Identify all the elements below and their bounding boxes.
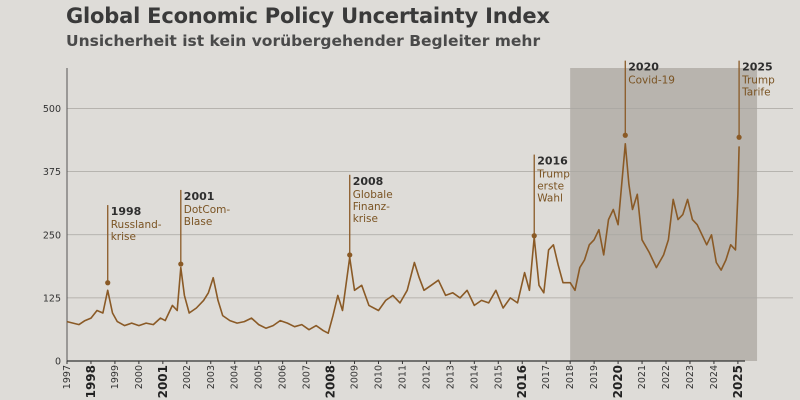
annotation-text-0-1: krise: [111, 231, 136, 243]
annotation-dot-5: [736, 134, 742, 140]
annotation-text-3-1: erste: [537, 181, 564, 193]
x-tick-label-2006: 2006: [278, 365, 289, 389]
x-tick-label-2014: 2014: [469, 365, 480, 389]
grid-layer: 0 125 250 375 500: [43, 104, 793, 368]
annotation-text-1-0: DotCom-: [184, 204, 231, 216]
annotation-year-0: 1998: [111, 205, 142, 218]
annotation-year-1: 2001: [184, 190, 215, 203]
x-tick-label-2015: 2015: [493, 365, 504, 389]
x-tick-label-2025: 2025: [731, 365, 745, 398]
annotation-text-3-2: Wahl: [537, 193, 563, 205]
annotation-text-1-1: Blase: [184, 216, 213, 228]
annotation-year-3: 2016: [537, 155, 568, 168]
annotation-dot-0: [105, 280, 111, 286]
x-tick-label-2010: 2010: [373, 365, 384, 389]
annotation-year-5: 2025: [742, 61, 773, 74]
x-tick-label-2001: 2001: [156, 365, 170, 398]
x-tick-label-2007: 2007: [302, 365, 313, 389]
x-tick-label-2004: 2004: [230, 365, 241, 389]
y-tick-label-375: 375: [43, 167, 61, 178]
x-tick-label-1997: 1997: [62, 365, 73, 389]
y-tick-label-125: 125: [43, 293, 61, 304]
x-tick-label-2020: 2020: [611, 365, 625, 398]
x-tick-label-1998: 1998: [84, 365, 98, 398]
shaded-region: [570, 68, 758, 361]
x-tick-label-2002: 2002: [182, 365, 193, 389]
x-tick-label-2013: 2013: [445, 365, 456, 389]
annotation-text-5-0: Trump: [741, 75, 775, 87]
chart-title: Global Economic Policy Uncertainty Index: [66, 4, 550, 28]
x-tick-label-2005: 2005: [254, 365, 265, 389]
y-tick-label-250: 250: [43, 230, 61, 241]
x-tick-label-1999: 1999: [110, 365, 121, 389]
x-tick-label-2008: 2008: [324, 365, 338, 398]
x-tick-label-2000: 2000: [134, 365, 145, 389]
x-tick-label-2011: 2011: [397, 365, 408, 389]
x-tick-label-2016: 2016: [515, 365, 529, 398]
y-tick-label-500: 500: [43, 104, 61, 115]
annotation-text-4-0: Covid-19: [628, 75, 675, 87]
annotation-year-2: 2008: [353, 175, 384, 188]
annotation-text-2-2: krise: [353, 213, 378, 225]
x-tick-label-2022: 2022: [661, 365, 672, 389]
chart-subtitle: Unsicherheit ist kein vorübergehender Be…: [66, 32, 541, 50]
annotation-year-4: 2020: [628, 61, 659, 74]
annotation-text-3-0: Trump: [536, 169, 570, 181]
x-tick-layer: 1997 1998 1999 2000 2001 2002 2003 2004 2005 2006…: [62, 361, 745, 398]
x-tick-label-2017: 2017: [541, 365, 552, 389]
series-layer: [66, 143, 740, 334]
annotation-dot-4: [622, 132, 628, 138]
x-tick-label-2021: 2021: [637, 365, 648, 389]
annotation-text-5-1: Tarife: [741, 87, 771, 99]
annotation-dot-1: [178, 261, 184, 267]
series-line-0: [66, 143, 740, 334]
x-tick-label-2018: 2018: [565, 365, 576, 389]
x-tick-label-2024: 2024: [709, 365, 720, 389]
annotation-text-2-1: Finanz-: [353, 201, 390, 213]
annotation-text-2-0: Globale: [353, 189, 393, 201]
annotation-dot-2: [347, 252, 353, 258]
annotation-text-0-0: Russland-: [111, 219, 162, 231]
axis-layer: [66, 68, 745, 362]
x-tick-label-2023: 2023: [685, 365, 696, 389]
y-tick-label-0: 0: [55, 357, 61, 368]
annotation-dot-3: [531, 233, 537, 239]
x-tick-label-2019: 2019: [589, 365, 600, 389]
x-tick-label-2012: 2012: [421, 365, 432, 389]
x-tick-label-2003: 2003: [206, 365, 217, 389]
shade-layer: [570, 68, 758, 361]
x-tick-label-2009: 2009: [350, 365, 361, 389]
